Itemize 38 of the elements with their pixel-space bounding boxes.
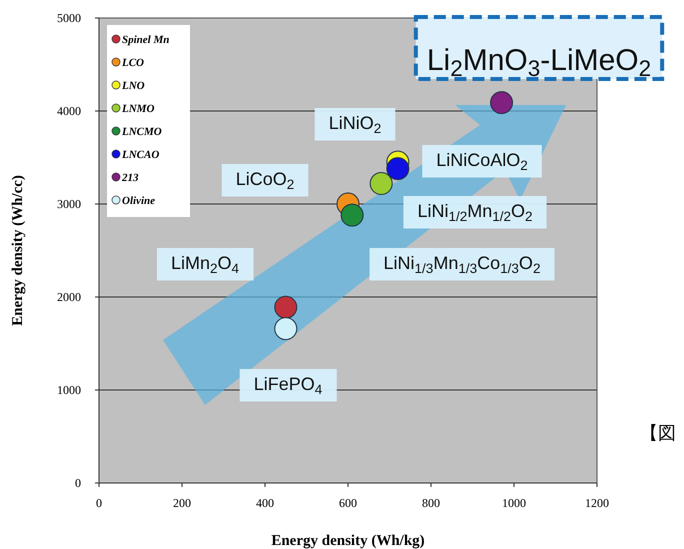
x-tick-label: 1000 (502, 496, 526, 510)
point (490, 91, 514, 114)
annotation: LiNiCoAlO$_{2}$ (436, 150, 528, 172)
legend-label: LNCAO (121, 149, 160, 161)
legend-label: LNO (121, 80, 145, 92)
y-tick-label: 3000 (57, 197, 81, 211)
text: 【図 (640, 423, 676, 443)
annotation: LiNiO$_{2}$ (328, 113, 382, 136)
annotation: LiCoO$_{2}$ (236, 169, 294, 192)
legend-label: 213 (121, 172, 139, 184)
annotation: LiNi$_{1/3}$Mn$_{1/3}$Co$_{1/3}$O$_{2}$ (384, 253, 540, 276)
legend-label: LNCMO (121, 126, 162, 138)
x-tick-label: 200 (173, 496, 191, 510)
point (386, 157, 410, 180)
point (274, 296, 298, 319)
annotation: LiMn$_{2}$O$_{4}$ (170, 253, 240, 276)
y-tick-label: 4000 (57, 104, 81, 118)
y-tick-label: 1000 (57, 383, 81, 397)
x-axis-title: Energy density (Wh/kg) (271, 533, 425, 549)
point (370, 172, 393, 196)
y-axis-title: Energy density (Wh/cc) (10, 175, 26, 326)
annotation: LiFePO$_{4}$ (254, 374, 323, 396)
y-tick-label: 5000 (57, 11, 81, 25)
y-tick-label: 2000 (57, 290, 81, 304)
x-tick-label: 0 (96, 496, 102, 510)
text: Li$_{2}$MnO$_{3}$-LiMeO$_{2}$ (426, 44, 652, 81)
y-tick-label: 0 (75, 476, 81, 490)
x-tick-label: 600 (339, 496, 357, 510)
point (340, 204, 364, 227)
x-tick-label: 800 (422, 496, 440, 510)
legend-label: LNMO (121, 103, 154, 115)
legend-label: Spinel Mn (122, 34, 170, 46)
legend-label: Olivine (122, 195, 156, 207)
point (274, 317, 298, 340)
x-tick-label: 400 (256, 496, 274, 510)
annotation: LiNi$_{1/2}$Mn$_{1/2}$O$_{2}$ (417, 201, 533, 224)
x-tick-label: 1200 (585, 496, 609, 510)
legend-label: LCO (121, 57, 144, 69)
